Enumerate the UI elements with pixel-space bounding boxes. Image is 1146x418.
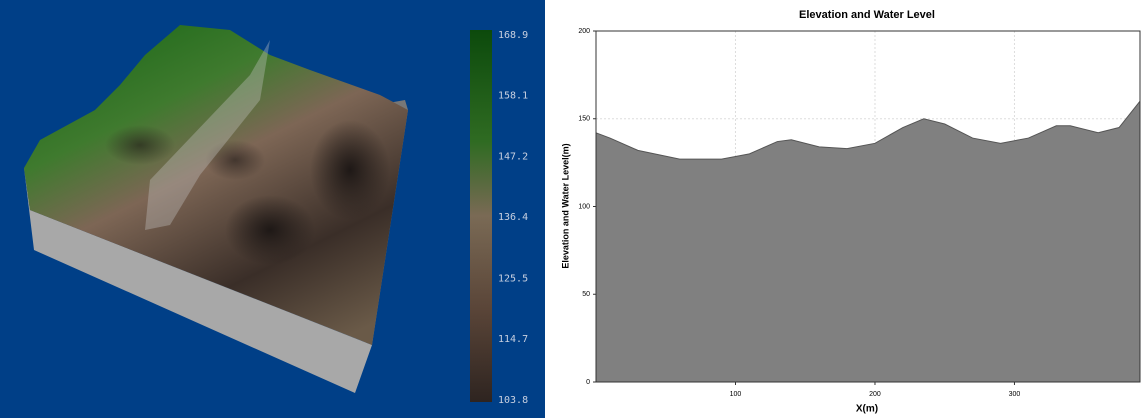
- chart: Elevation and Water Level X(m) Elevation…: [560, 9, 1140, 415]
- x-tick-label: 200: [869, 391, 881, 398]
- colorbar-tick-label: 125.5: [498, 273, 528, 284]
- y-tick-label: 150: [578, 116, 590, 123]
- y-tick-label: 200: [578, 28, 590, 35]
- y-tick-label: 100: [578, 203, 590, 210]
- y-axis-label: Elevation and Water Level(m): [560, 143, 570, 268]
- colorbar-tick-label: 168.9: [498, 30, 528, 41]
- colorbar-tick-label: 103.8: [498, 395, 528, 406]
- x-tick-label: 300: [1009, 391, 1021, 398]
- colorbar-tick-label: 147.2: [498, 152, 528, 163]
- colorbar-tick-label: 114.7: [498, 334, 528, 345]
- y-tick-label: 0: [586, 379, 590, 386]
- y-tick-label: 50: [582, 291, 590, 298]
- colorbar-tick-label: 158.1: [498, 91, 528, 102]
- colorbar: [470, 30, 492, 402]
- colorbar-tick-label: 136.4: [498, 212, 528, 223]
- x-tick-label: 100: [730, 391, 742, 398]
- chart-title: Elevation and Water Level: [799, 9, 935, 21]
- screen: 168.9 158.1 147.2 136.4 125.5 114.7 103.8 Elev…: [0, 0, 1146, 418]
- x-axis-label: X(m): [856, 404, 878, 415]
- area: [596, 101, 1140, 382]
